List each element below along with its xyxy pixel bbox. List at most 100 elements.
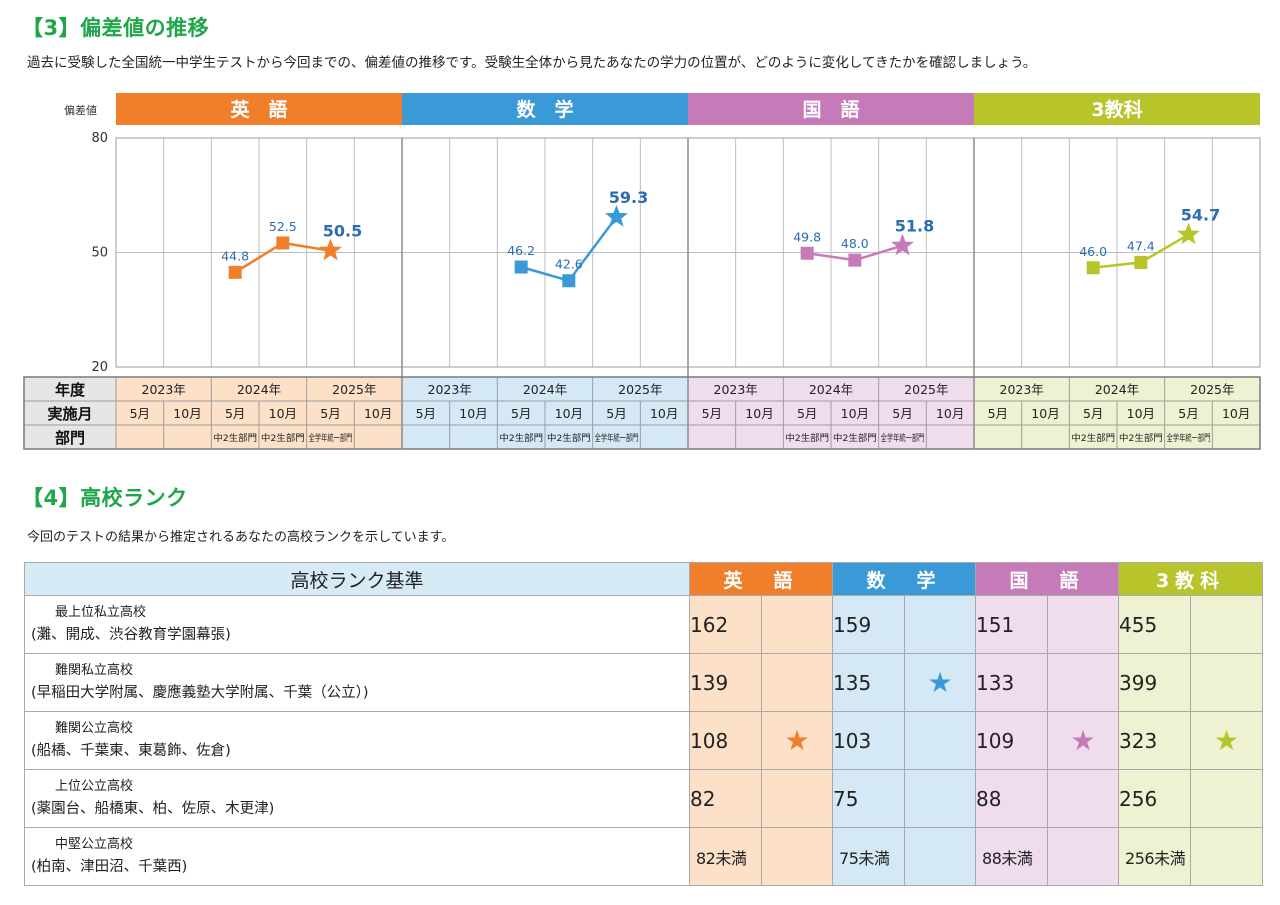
month-cell: 10月	[841, 406, 869, 421]
rank-score-cell: 82	[689, 769, 762, 828]
rank-score-cell: 82未満	[689, 827, 762, 886]
month-cell: 5月	[416, 406, 436, 421]
rank-row: 上位公立高校 (薬園台、船橋東、柏、佐原、木更津) 82 75 88 256	[24, 769, 1264, 828]
panel-title: 国 語	[802, 98, 859, 121]
data-label: 42.6	[555, 257, 583, 272]
rank-mark-cell	[904, 595, 977, 654]
rank-criteria-cell: 難関公立高校 (船橋、千葉東、東葛飾、佐倉)	[24, 711, 690, 770]
rank-score-cell: 399	[1118, 653, 1192, 712]
month-cell: 10月	[650, 406, 678, 421]
rank-score-cell: 88未満	[975, 827, 1049, 886]
rank-schools: (薬園台、船橋東、柏、佐原、木更津)	[31, 801, 275, 817]
month-cell: 10月	[1127, 406, 1155, 421]
rank-mark-cell	[760, 827, 834, 886]
division-cell: 全学年統一部門	[881, 432, 925, 444]
star-icon: ★	[1070, 724, 1096, 757]
month-cell: 10月	[364, 406, 392, 421]
rank-score-cell: 75未満	[832, 827, 906, 886]
month-cell: 5月	[797, 406, 817, 421]
rank-name: 中堅公立高校	[55, 837, 134, 852]
data-point-star	[1177, 222, 1200, 245]
division-cell: 中2生部門	[785, 432, 829, 444]
data-label: 46.2	[507, 243, 535, 258]
rank-mark-cell: ★	[1190, 711, 1264, 770]
rank-score-cell: 256	[1118, 769, 1192, 828]
month-cell: 10月	[269, 406, 297, 421]
month-cell: 5月	[988, 406, 1008, 421]
month-cell: 5月	[130, 406, 150, 421]
rank-name: 難関私立高校	[55, 663, 134, 678]
rank-mark-cell	[904, 827, 977, 886]
data-label: 52.5	[269, 219, 297, 234]
y-tick-label: 50	[91, 246, 108, 261]
rank-score-cell: 108	[689, 711, 762, 770]
month-cell: 5月	[892, 406, 912, 421]
month-cell: 10月	[459, 406, 487, 421]
month-cell: 5月	[225, 406, 245, 421]
month-cell: 5月	[511, 406, 531, 421]
rank-score-cell: 256未満	[1118, 827, 1192, 886]
rank-score-cell: 103	[832, 711, 906, 770]
division-cell: 中2生部門	[547, 432, 591, 444]
month-cell: 10月	[555, 406, 583, 421]
row-header-bg	[24, 377, 116, 449]
month-cell: 10月	[173, 406, 201, 421]
division-cell: 中2生部門	[261, 432, 305, 444]
division-cell: 中2生部門	[1119, 432, 1163, 444]
panel-title: 英 語	[230, 98, 287, 121]
rank-score-cell: 139	[689, 653, 762, 712]
data-point-square	[562, 274, 576, 288]
data-point-star	[891, 233, 914, 256]
rank-mark-cell	[904, 769, 977, 828]
year-cell: 2024年	[809, 382, 853, 397]
panel-header	[974, 93, 1260, 125]
y-tick-label: 80	[91, 131, 108, 146]
subject-header: 国 語	[975, 562, 1120, 596]
rank-score-cell: 151	[975, 595, 1049, 654]
data-point-square	[848, 253, 862, 267]
rank-mark-cell	[1190, 769, 1264, 828]
month-cell: 10月	[1222, 406, 1250, 421]
data-label-current: 50.5	[323, 222, 362, 241]
month-cell: 10月	[936, 406, 964, 421]
rank-score-cell: 159	[832, 595, 906, 654]
data-point-square	[1086, 261, 1100, 275]
year-cell: 2024年	[237, 382, 281, 397]
month-cell: 5月	[1178, 406, 1198, 421]
rank-mark-cell	[760, 595, 834, 654]
rank-score-cell: 323	[1118, 711, 1192, 770]
data-label: 48.0	[841, 236, 869, 251]
rank-row: 難関私立高校 (早稲田大学附属、慶應義塾大学附属、千葉（公立）) 139 135 ★ 13…	[24, 653, 1264, 712]
rank-criteria-cell: 中堅公立高校 (柏南、津田沼、千葉西)	[24, 827, 690, 886]
division-cell: 全学年統一部門	[595, 432, 639, 444]
rank-row: 難関公立高校 (船橋、千葉東、東葛飾、佐倉) 108 ★ 103 109 ★ 323 ★	[24, 711, 1264, 770]
star-icon: ★	[784, 724, 810, 757]
panel-header	[116, 93, 402, 125]
data-label-current: 51.8	[895, 217, 934, 236]
section3-description: 過去に受験した全国統一中学生テストから今回までの、偏差値の推移です。受験生全体か…	[27, 55, 1037, 71]
rank-mark-cell	[1047, 653, 1120, 712]
rank-criteria-cell: 最上位私立高校 (灘、開成、渋谷教育学園幕張)	[24, 595, 690, 654]
subject-header: 数 学	[832, 562, 977, 596]
rank-schools: (灘、開成、渋谷教育学園幕張)	[31, 627, 231, 643]
month-cell: 10月	[1031, 406, 1059, 421]
panel-title: 3教科	[1091, 98, 1142, 121]
division-cell: 中2生部門	[499, 432, 543, 444]
section4-title: 【4】高校ランク	[22, 486, 188, 510]
division-cell: 中2生部門	[1071, 432, 1115, 444]
rank-mark-cell	[904, 711, 977, 770]
rank-row: 中堅公立高校 (柏南、津田沼、千葉西) 82未満 75未満 88未満 256未満	[24, 827, 1264, 886]
data-point-star	[605, 205, 628, 227]
rank-name: 難関公立高校	[55, 721, 134, 736]
year-cell: 2025年	[904, 382, 948, 397]
month-cell: 5月	[1083, 406, 1103, 421]
year-cell: 2024年	[1095, 382, 1139, 397]
year-cell: 2025年	[618, 382, 662, 397]
data-label-current: 59.3	[609, 188, 648, 207]
rank-mark-cell	[1047, 595, 1120, 654]
year-cell: 2024年	[523, 382, 567, 397]
rank-mark-cell	[760, 653, 834, 712]
year-cell: 2025年	[332, 382, 376, 397]
panel-header	[688, 93, 974, 125]
data-point-star	[319, 238, 342, 261]
